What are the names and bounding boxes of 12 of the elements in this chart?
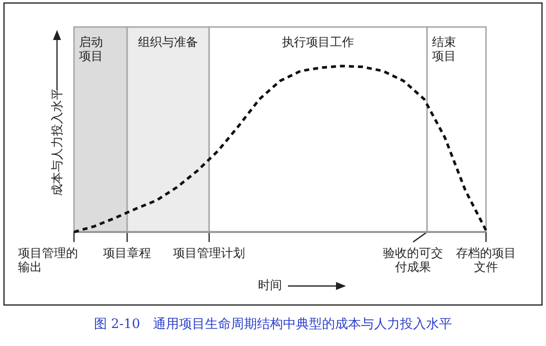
y-axis-title: 成本与人力投入水平 [50,88,64,196]
text: 项目章程 [102,246,152,260]
text: 图 2-10 通用项目生命周期结构中典型的成本与人力投入水平 [92,317,454,332]
text: 启动项目 [78,35,104,63]
text: 项目管理计划 [172,246,246,260]
x-axis-title: 时间 [258,278,282,292]
text: 项目管理的输出 [18,246,78,274]
text: 组织与准备 [137,35,200,49]
text: 结束项目 [431,35,458,63]
text: 执行项目工作 [281,35,356,49]
text: 验收的可交付成果 [383,246,444,274]
text: 存档的项目文件 [456,246,516,274]
